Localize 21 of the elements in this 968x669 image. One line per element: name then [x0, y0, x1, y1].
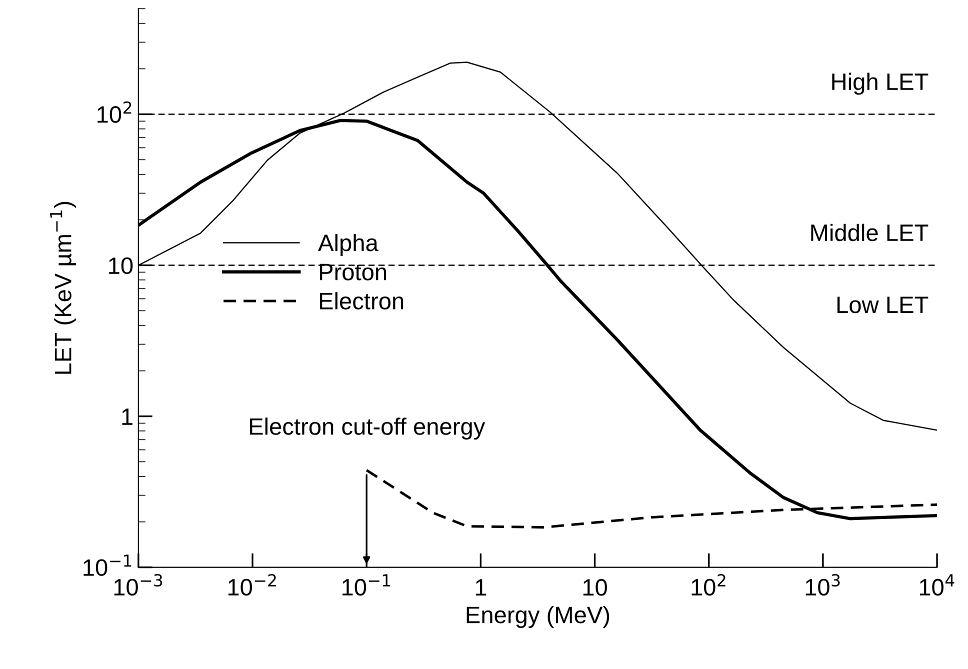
x-axis-title: Energy (MeV) — [466, 606, 610, 628]
x-tick-label: 10$^{3}$ — [806, 574, 840, 596]
y-axis-title: LET (KeV µm$^{−1}$) — [50, 202, 76, 374]
y-tick-label: 1 — [122, 408, 132, 425]
legend-label: Alpha — [318, 234, 378, 256]
y-tick-label: 10 — [109, 257, 133, 274]
y-tick-label: 10$^{−1}$ — [84, 554, 132, 576]
x-tick-label: 10$^{4}$ — [920, 574, 954, 596]
legend-label: Proton — [320, 264, 386, 280]
x-tick-label: 10$^{2}$ — [692, 574, 726, 596]
x-tick-label: 1 — [476, 579, 486, 596]
legend-label: Electron — [320, 292, 404, 310]
x-tick-label: 10 — [583, 579, 607, 596]
annotation: Electron cut-off energy — [250, 418, 486, 440]
ref-line-label: High LET — [832, 72, 928, 95]
x-tick-label: 10$^{−3}$ — [114, 574, 162, 596]
y-tick-label: 10$^{2}$ — [98, 101, 132, 123]
annotation: Low LET — [837, 296, 928, 314]
ref-line-label: Middle LET — [811, 224, 928, 242]
x-tick-label: 10$^{−1}$ — [342, 574, 390, 596]
x-tick-label: 10$^{−2}$ — [228, 574, 276, 596]
